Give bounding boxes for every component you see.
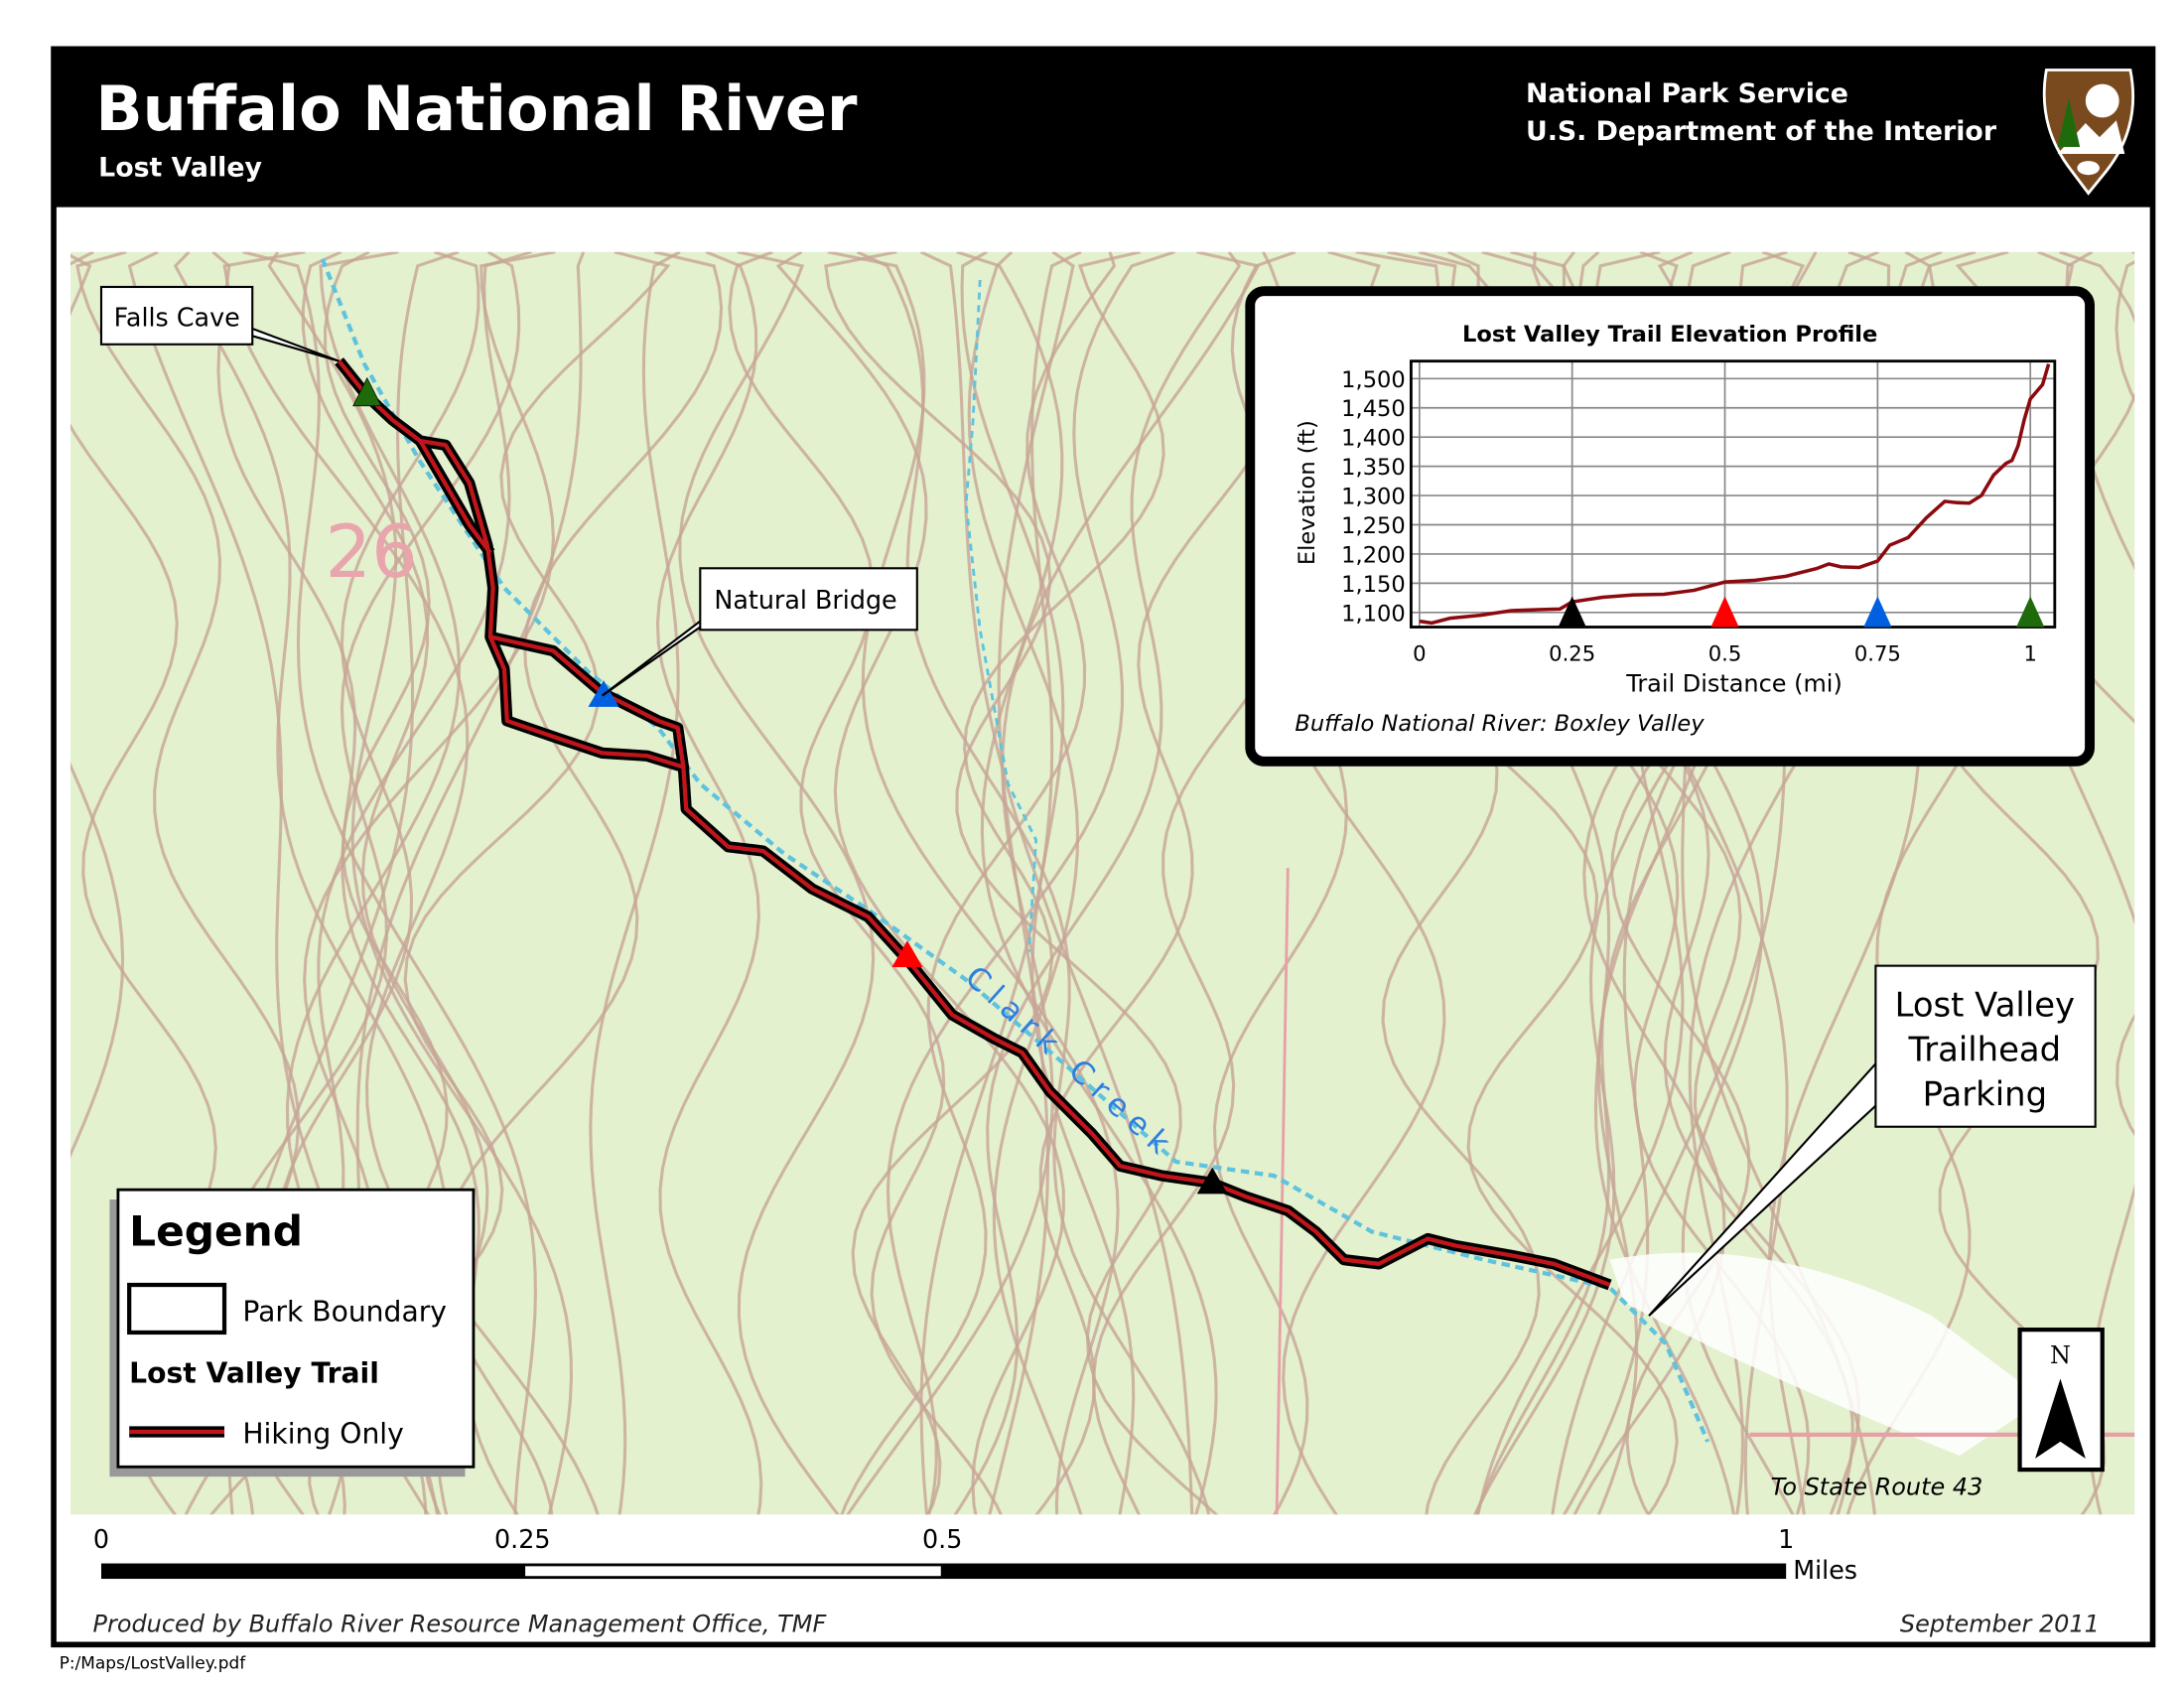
tributary [964, 279, 1038, 952]
park-boundary-swatch [127, 1282, 227, 1336]
elevation-chart: 1,100 1,150 1,200 1,250 1,300 1,350 1,400 1,450… [1341, 359, 2057, 665]
chart-xlabel: Trail Distance (mi) [1625, 669, 1843, 697]
x-tick-label: 0.25 [1549, 640, 1595, 665]
marker-quarter-trail[interactable] [891, 940, 923, 968]
credit-text: Produced by Buffalo River Resource Manag… [93, 1611, 828, 1638]
y-tick-label: 1,450 [1341, 396, 1406, 422]
falls-cave-label: Falls Cave [114, 302, 240, 332]
legend-park-boundary: Park Boundary [242, 1296, 447, 1329]
contour-line [956, 251, 1218, 1515]
profile-marker [1558, 596, 1586, 628]
contour-line [655, 251, 763, 1515]
elevation-profile-inset: Lost Valley Trail Elevation Profile 1,10… [1245, 286, 2095, 767]
header-band [54, 49, 2153, 208]
department-name: U.S. Department of the Interior [1526, 116, 1997, 147]
scale-tick-0: 0 [93, 1524, 109, 1554]
profile-marker [1710, 596, 1739, 628]
y-tick-label: 1,100 [1341, 601, 1406, 627]
chart-title: Lost Valley Trail Elevation Profile [1462, 322, 1877, 348]
profile-marker [1863, 596, 1892, 628]
section-number: 26 [326, 510, 418, 595]
scale-unit: Miles [1793, 1555, 1857, 1585]
contour-line [919, 251, 1082, 1515]
x-tick-label: 0 [1413, 640, 1426, 665]
north-arrow: N [2017, 1328, 2105, 1473]
marker-trailhead-section[interactable] [1196, 1167, 1228, 1195]
nps-arrowhead-logo [2042, 69, 2135, 196]
natural-bridge-callout [699, 567, 918, 632]
y-tick-label: 1,400 [1341, 426, 1406, 452]
trailhead-label-line2: Trailhead [1908, 1030, 2062, 1068]
scale-bar: 0 0.25 0.5 1 Miles [93, 1524, 1857, 1585]
contour-line [846, 251, 1261, 1515]
trailhead-label-line1: Lost Valley [1895, 985, 2075, 1024]
contour-line [728, 251, 1003, 1515]
contour-line [967, 251, 1083, 1515]
contour-line [69, 253, 125, 1159]
trailhead-label-line3: Parking [1923, 1075, 2047, 1114]
north-label: N [2050, 1341, 2071, 1369]
lost-valley-trail[interactable] [335, 357, 1612, 1291]
trailhead-callout [1874, 964, 2097, 1128]
scale-tick-025: 0.25 [494, 1524, 550, 1554]
elevation-line [1419, 363, 2051, 626]
contour-line [953, 251, 1242, 1515]
x-tick-label: 0.5 [1708, 640, 1742, 665]
contour-line [678, 251, 876, 1515]
y-tick-label: 1,150 [1341, 572, 1406, 598]
natural-bridge-leader [601, 615, 708, 697]
chart-ylabel: Elevation (ft) [1295, 420, 1320, 565]
contour-line [824, 251, 1219, 1515]
contour-line [886, 251, 1175, 1515]
y-tick-label: 1,350 [1341, 455, 1406, 481]
topographic-map[interactable]: 26 Clark Creek Falls Cave Natural Bridge… [4, 251, 2184, 1526]
falls-cave-callout [99, 285, 254, 346]
map-subtitle: Lost Valley [98, 153, 262, 184]
legend-trail-heading: Lost Valley Trail [129, 1357, 379, 1390]
falls-cave-leader [249, 326, 340, 362]
north-arrow-icon [2035, 1378, 2086, 1459]
date-text: September 2011 [1900, 1611, 2100, 1638]
x-tick-label: 1 [2023, 640, 2036, 665]
profile-marker [2016, 596, 2045, 628]
section-line [1275, 867, 1290, 1515]
x-tick-label: 0.75 [1854, 640, 1901, 665]
legend-title: Legend [129, 1207, 303, 1256]
y-tick-label: 1,300 [1341, 485, 1406, 510]
natural-bridge-label: Natural Bridge [714, 585, 896, 615]
contour-line [851, 251, 1165, 1515]
cleared-area [1609, 1252, 2044, 1457]
chart-caption: Buffalo National River: Boxley Valley [1295, 711, 1705, 737]
y-tick-label: 1,200 [1341, 542, 1406, 568]
file-path: P:/Maps/LostValley.pdf [60, 1652, 247, 1672]
contour-line [840, 251, 1117, 1515]
route-label: To State Route 43 [1771, 1473, 1983, 1500]
agency-name: National Park Service [1526, 78, 1848, 109]
contour-line [2039, 251, 2135, 1137]
trailhead-leader [1648, 1062, 1877, 1317]
contour-line [589, 251, 681, 1515]
marker-falls-cave[interactable] [352, 376, 382, 407]
contour-line [242, 251, 537, 1515]
y-tick-label: 1,250 [1341, 513, 1406, 539]
y-tick-label: 1,500 [1341, 367, 1406, 393]
legend: Legend Park Boundary Lost Valley Trail H… [109, 1188, 476, 1477]
scale-tick-05: 0.5 [922, 1524, 962, 1554]
map-title: Buffalo National River [95, 72, 858, 145]
scale-tick-1: 1 [1778, 1524, 1794, 1554]
legend-hiking-only: Hiking Only [242, 1417, 403, 1450]
contour-line [267, 251, 574, 1515]
